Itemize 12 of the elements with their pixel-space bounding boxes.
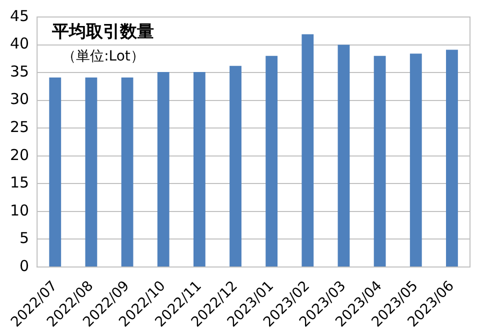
chart-title: 平均取引数量 bbox=[51, 22, 154, 42]
y-tick-label: 45 bbox=[10, 6, 30, 25]
text: （単位:Lot） bbox=[62, 48, 144, 65]
y-tick-label: 5 bbox=[20, 229, 30, 248]
y-tick-label: 15 bbox=[10, 174, 30, 192]
y-tick-label: 10 bbox=[10, 201, 30, 220]
y-tick-label: 20 bbox=[10, 146, 30, 164]
y-tick-label: 40 bbox=[10, 34, 30, 53]
y-tick-label: 30 bbox=[10, 90, 30, 108]
y-tick-label: 35 bbox=[10, 62, 30, 80]
y-tick-label: 0 bbox=[20, 256, 30, 275]
y-tick-label: 25 bbox=[10, 118, 30, 136]
